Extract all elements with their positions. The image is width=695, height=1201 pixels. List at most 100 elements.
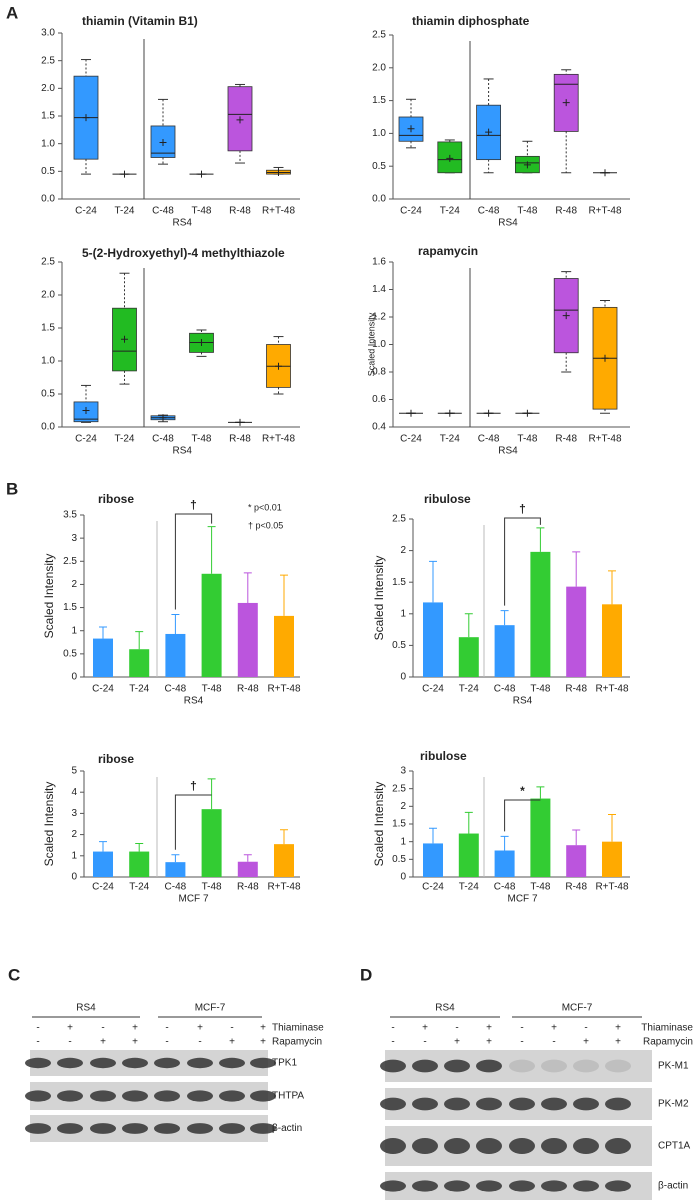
mean-marker [407,409,415,417]
band-label: PK-M1 [658,1061,689,1072]
mean-marker [446,154,454,162]
y-tick-label: 3 [400,766,406,777]
error-bar [608,813,616,842]
treatment-sign: - [584,1023,587,1034]
treatment-sign: + [229,1037,235,1048]
significance-bracket [504,799,541,832]
blot-band [412,1180,438,1192]
y-tick-label: 2 [71,829,77,840]
y-tick-label: 1 [71,850,77,861]
x-tick-label: T-24 [440,434,460,445]
error-bar [429,827,437,844]
error-bar [135,843,144,852]
blot-band [25,1057,51,1069]
bar [129,649,150,677]
bar [201,573,222,677]
y-tick-label: 0.5 [63,648,77,659]
chart-title: ribulose [424,492,471,506]
error-bar [572,829,581,846]
x-tick-label: T-48 [517,206,537,217]
bar [237,602,258,677]
blot-band [187,1057,213,1069]
bar [494,625,515,677]
treatment-label: Thiaminase [272,1023,324,1034]
y-tick-label: 0.4 [372,422,386,433]
error-bar [243,854,252,862]
mean-marker [236,418,244,426]
error-bar [608,570,616,605]
y-tick-label: 0.0 [372,194,386,205]
group-label: MCF-7 [195,1003,226,1014]
bar [93,851,113,877]
blot-band [541,1059,567,1073]
chart-title: rapamycin [418,244,478,258]
y-tick-label: 2.5 [41,257,55,268]
y-tick-label: 1 [400,836,406,847]
treatment-label: Rapamycin [643,1037,693,1048]
bar [494,850,515,877]
x-axis-label: RS4 [173,446,193,457]
error-bar [99,626,107,639]
blot-band [380,1097,406,1111]
x-tick-label: C-24 [422,684,444,695]
panel-label: C [8,965,20,984]
y-axis-label: Scaled Intensity [42,782,56,867]
significance-bracket [174,513,213,610]
x-tick-label: C-48 [478,206,500,217]
mean-marker [275,168,282,176]
y-tick-label: 0.5 [392,640,406,651]
x-tick-label: T-48 [517,434,537,445]
blot-band [122,1057,148,1069]
error-bar [207,778,216,810]
mean-marker [121,170,128,178]
error-bar [464,811,473,834]
x-tick-label: T-24 [114,206,134,217]
x-tick-label: R+T-48 [588,434,622,445]
y-tick-label: 3 [71,533,77,544]
y-tick-label: 1.2 [372,312,386,323]
mean-marker [523,409,531,417]
blot-band [412,1059,438,1073]
y-tick-label: 2.5 [372,30,386,41]
mean-marker [275,362,282,370]
treatment-sign: + [67,1023,73,1034]
bar [201,809,222,877]
blot-band [573,1097,599,1111]
chart-title: thiamin (Vitamin B1) [82,14,198,28]
treatment-sign: + [615,1037,621,1048]
blot-band [380,1059,406,1073]
band-label: TPK1 [272,1058,297,1069]
y-axis-label: Scaled Intensity [372,556,386,641]
treatment-sign: - [36,1023,39,1034]
mean-marker [236,116,244,124]
blot-band [476,1138,502,1154]
y-tick-label: 1.0 [41,356,55,367]
blot-band [187,1123,213,1134]
blot-band [250,1123,276,1134]
blot-band [57,1090,83,1102]
blot-band [412,1097,438,1111]
blot-band [219,1090,245,1102]
mean-marker [485,409,493,417]
significance-label: † [190,498,197,512]
error-bar [135,631,144,650]
blot-band [187,1090,213,1102]
treatment-label: Thiaminase [641,1023,693,1034]
chart-title: thiamin diphosphate [412,14,530,28]
y-tick-label: 2.0 [372,62,386,73]
bar [566,845,587,877]
x-tick-label: C-24 [75,434,97,445]
bar [530,798,551,877]
y-tick-label: 1.0 [41,138,55,149]
chart-title: ribose [98,492,134,506]
y-tick-label: 3.0 [41,28,55,39]
mean-marker [407,125,415,133]
blot-band [541,1097,567,1111]
x-tick-label: R+T-48 [262,434,296,445]
x-tick-label: R+T-48 [262,206,296,217]
x-tick-label: R+T-48 [595,684,629,695]
blot-band [412,1138,438,1154]
x-tick-label: R-48 [229,206,251,217]
mean-marker [601,169,609,177]
